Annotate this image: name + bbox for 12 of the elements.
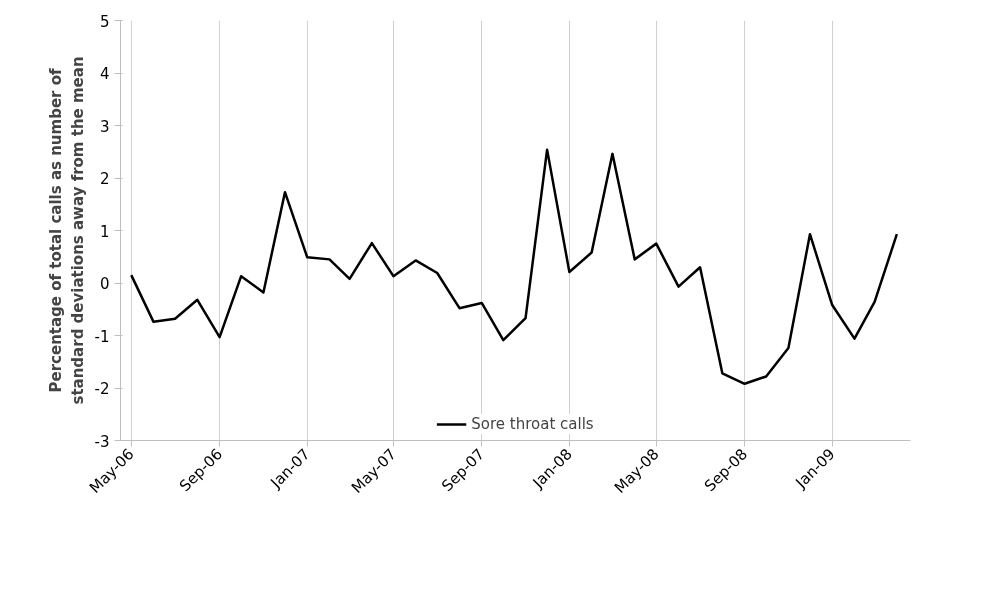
y-tick-label: 0	[99, 275, 110, 293]
y-tick-label: 4	[99, 65, 110, 83]
y-tick-label: 2	[99, 170, 110, 188]
legend-label: Sore throat calls	[471, 415, 594, 433]
y-tick-label: 3	[99, 117, 110, 136]
y-tick-label: -2	[94, 380, 110, 398]
y-tick-label: 1	[99, 222, 110, 241]
y-tick-label: -3	[94, 432, 110, 451]
y-tick-label: 5	[99, 12, 110, 31]
y-tick-label: -1	[94, 327, 110, 346]
line-series	[130, 148, 899, 386]
y-axis-title: Percentage of total calls as number of standard deviations away from the mean	[46, 56, 87, 405]
